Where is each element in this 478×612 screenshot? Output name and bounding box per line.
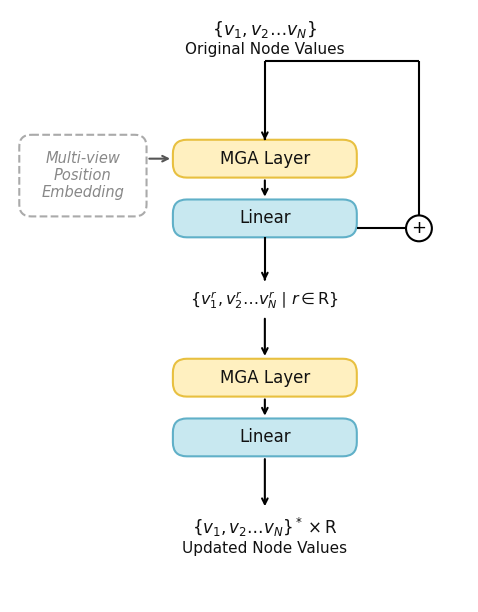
FancyBboxPatch shape: [173, 419, 357, 457]
Text: Position: Position: [54, 168, 112, 183]
Circle shape: [406, 215, 432, 241]
FancyBboxPatch shape: [173, 200, 357, 237]
Text: $\{v_1, v_2 \ldots v_N\}^* \times \mathrm{R}$: $\{v_1, v_2 \ldots v_N\}^* \times \mathr…: [192, 515, 337, 539]
Text: Embedding: Embedding: [42, 185, 124, 200]
Text: +: +: [412, 219, 426, 237]
Text: MGA Layer: MGA Layer: [220, 150, 310, 168]
FancyBboxPatch shape: [173, 359, 357, 397]
Text: $\{v_1^r, v_2^r \ldots v_N^r \mid r \in \mathrm{R}\}$: $\{v_1^r, v_2^r \ldots v_N^r \mid r \in …: [190, 289, 339, 311]
Text: Original Node Values: Original Node Values: [185, 42, 345, 57]
Text: MGA Layer: MGA Layer: [220, 368, 310, 387]
Text: Linear: Linear: [239, 209, 291, 228]
Text: Updated Node Values: Updated Node Values: [182, 542, 348, 556]
Text: Multi-view: Multi-view: [45, 151, 120, 166]
FancyBboxPatch shape: [173, 140, 357, 177]
Text: Linear: Linear: [239, 428, 291, 446]
Text: $\{v_1, v_2 \ldots v_N\}$: $\{v_1, v_2 \ldots v_N\}$: [212, 19, 317, 40]
FancyBboxPatch shape: [19, 135, 147, 217]
